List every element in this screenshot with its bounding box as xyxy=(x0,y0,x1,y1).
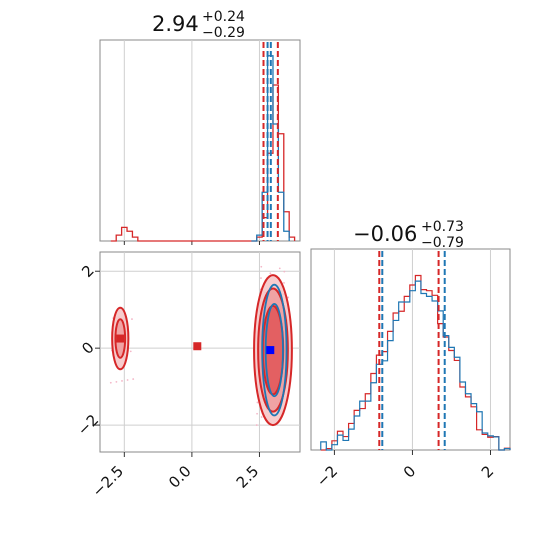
joint-marker-1 xyxy=(193,342,202,351)
joint-contour-1-1 xyxy=(264,303,284,398)
joint-sample-point xyxy=(256,401,259,404)
y-marginal-title-sub: −0.79 xyxy=(421,235,464,251)
y-marginal-series-1 xyxy=(320,280,511,451)
joint-marker-2 xyxy=(266,346,275,355)
joint-marker-0 xyxy=(116,334,125,343)
panel-x-marginal: 2.94 +0.24 −0.29 xyxy=(99,9,301,245)
joint-sample-point xyxy=(260,277,262,279)
joint-ytick-label: −2 xyxy=(74,411,102,439)
joint-sample-point xyxy=(287,296,290,299)
panel-joint: −2.5 0.0 2.5 2 0 −2 xyxy=(74,251,301,501)
joint-sample-point xyxy=(283,282,285,284)
joint-xtick-label: 0.0 xyxy=(165,462,195,492)
panel-joint-frame xyxy=(99,251,301,453)
joint-sample-point xyxy=(283,270,286,273)
joint-contour-1-0 xyxy=(261,283,288,417)
joint-sample-point xyxy=(121,380,123,382)
joint-ytick-label: 0 xyxy=(78,338,97,357)
y-marginal-xtick-label: 0 xyxy=(400,462,419,481)
joint-sample-point xyxy=(256,412,258,415)
joint-sample-point xyxy=(278,267,281,270)
x-marginal-title-sub: −0.29 xyxy=(202,25,245,41)
joint-sample-point xyxy=(132,378,135,380)
joint-xtick-label: −2.5 xyxy=(89,462,127,500)
y-marginal-title-sup: +0.73 xyxy=(421,219,464,235)
joint-xtick-label: 2.5 xyxy=(233,462,263,492)
x-marginal-series-1 xyxy=(251,55,290,242)
y-marginal-xtick-label: 2 xyxy=(478,462,497,481)
y-marginal-title: −0.06 xyxy=(353,222,417,246)
joint-sample-point xyxy=(260,416,263,418)
joint-sample-point xyxy=(269,272,272,275)
panel-y-marginal-frame xyxy=(310,248,511,451)
y-marginal-xtick-label: −2 xyxy=(313,462,341,490)
joint-sample-point xyxy=(131,318,133,320)
joint-sample-point xyxy=(260,265,263,268)
joint-sample-point xyxy=(129,350,132,353)
x-marginal-title-sup: +0.24 xyxy=(202,9,245,25)
joint-sample-point xyxy=(255,424,258,426)
joint-ytick-label: 2 xyxy=(78,261,97,280)
x-marginal-title: 2.94 xyxy=(152,12,199,36)
joint-sample-point xyxy=(115,380,118,383)
panel-y-marginal: −2 0 2 −0.06 +0.73 −0.79 xyxy=(310,219,511,490)
joint-sample-point xyxy=(109,381,112,384)
joint-sample-point xyxy=(126,379,129,381)
